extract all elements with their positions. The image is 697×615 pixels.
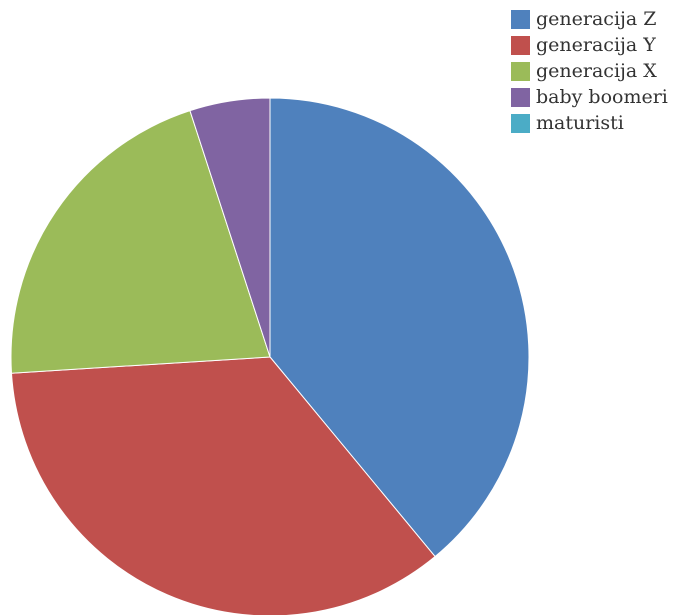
legend-swatch-baby-boomeri xyxy=(511,87,530,107)
legend-item-generacija-z: generacija Z xyxy=(511,6,697,32)
legend-label-generacija-y: generacija Y xyxy=(536,34,656,56)
legend-label-generacija-z: generacija Z xyxy=(536,8,657,30)
legend-item-generacija-x: generacija X xyxy=(511,58,697,84)
legend-item-generacija-y: generacija Y xyxy=(511,32,697,58)
pie-slice-generacija-x xyxy=(10,110,271,374)
legend-label-baby-boomeri: baby boomeri xyxy=(536,86,668,108)
legend-swatch-generacija-z xyxy=(511,9,530,29)
legend-swatch-generacija-y xyxy=(511,35,530,55)
legend-item-maturisti: maturisti xyxy=(511,110,697,136)
legend-label-maturisti: maturisti xyxy=(536,112,624,134)
legend-swatch-generacija-x xyxy=(511,61,530,81)
legend-label-generacija-x: generacija X xyxy=(536,60,657,82)
legend-swatch-maturisti xyxy=(511,113,530,133)
pie-slice-generacija-z xyxy=(269,97,530,558)
legend: generacija Z generacija Y generacija X b… xyxy=(511,6,697,136)
pie-slice-baby-boomeri xyxy=(189,97,271,358)
pie-slice-generacija-y xyxy=(10,356,436,615)
legend-item-baby-boomeri: baby boomeri xyxy=(511,84,697,110)
